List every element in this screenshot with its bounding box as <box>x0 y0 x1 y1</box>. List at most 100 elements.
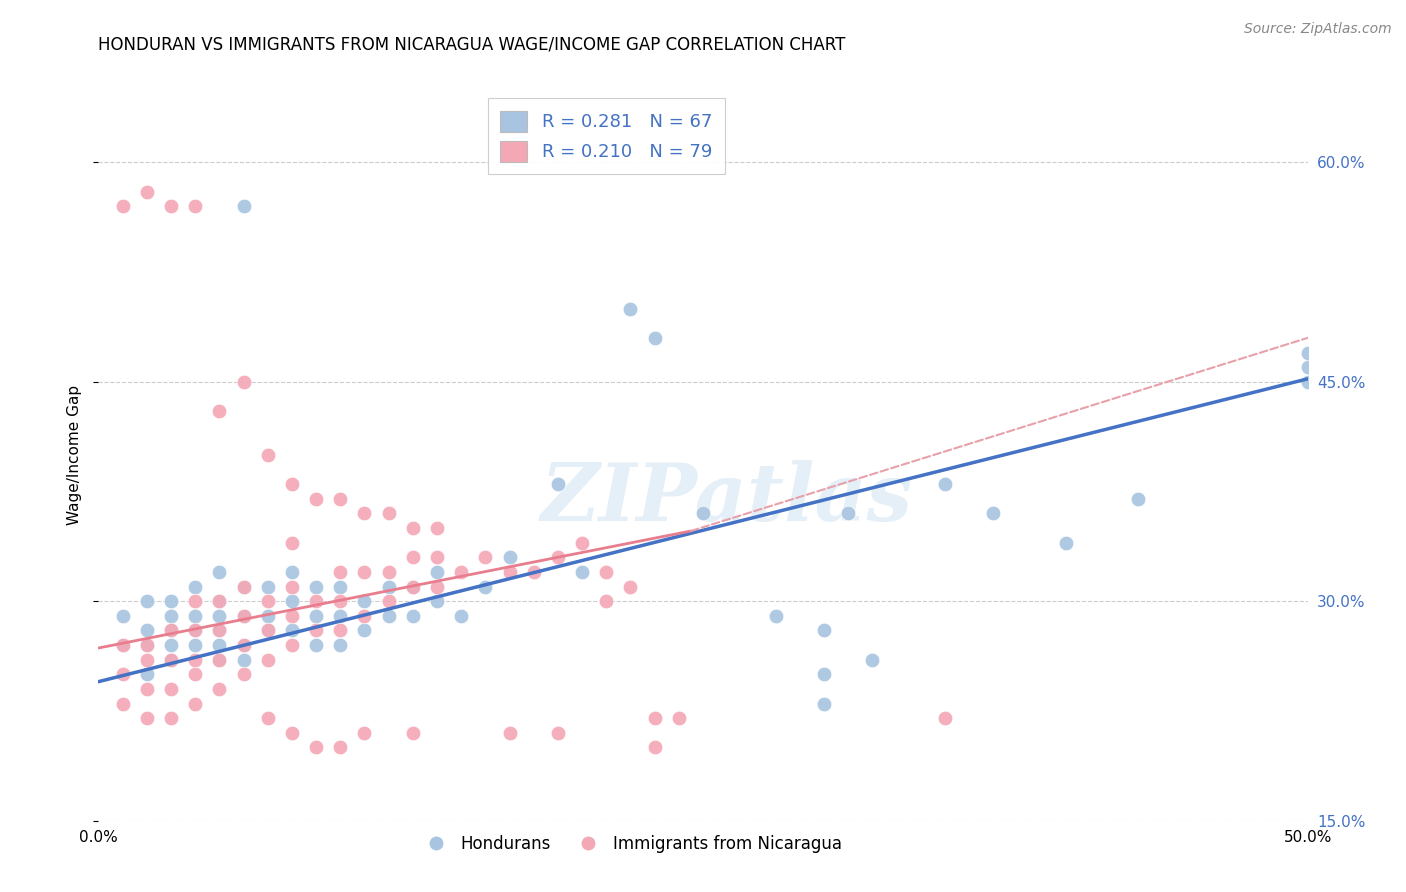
Point <box>111 638 134 652</box>
Point <box>934 711 956 725</box>
Point <box>111 697 134 711</box>
Point <box>184 199 207 213</box>
Point <box>377 608 399 623</box>
Point <box>329 638 352 652</box>
Point <box>305 594 328 608</box>
Point <box>474 550 496 565</box>
Point <box>208 653 231 667</box>
Point <box>644 711 666 725</box>
Point <box>353 726 375 740</box>
Point <box>353 507 375 521</box>
Point <box>135 594 157 608</box>
Point <box>402 726 425 740</box>
Point <box>1296 345 1319 359</box>
Point <box>377 594 399 608</box>
Point <box>160 624 183 638</box>
Point <box>232 653 254 667</box>
Point <box>281 726 304 740</box>
Point <box>981 507 1004 521</box>
Point <box>498 550 520 565</box>
Point <box>160 594 183 608</box>
Point <box>813 624 835 638</box>
Point <box>813 697 835 711</box>
Point <box>256 608 278 623</box>
Point <box>135 653 157 667</box>
Point <box>1296 360 1319 375</box>
Point <box>256 580 278 594</box>
Point <box>281 580 304 594</box>
Point <box>402 521 425 535</box>
Point <box>232 580 254 594</box>
Point <box>450 608 472 623</box>
Point <box>498 726 520 740</box>
Point <box>813 667 835 681</box>
Point <box>329 565 352 579</box>
Point <box>281 565 304 579</box>
Point <box>329 594 352 608</box>
Point <box>135 667 157 681</box>
Point <box>426 550 449 565</box>
Point <box>547 726 569 740</box>
Point <box>135 185 157 199</box>
Point <box>160 711 183 725</box>
Point <box>498 565 520 579</box>
Point <box>402 608 425 623</box>
Point <box>208 404 231 418</box>
Point <box>232 580 254 594</box>
Point <box>184 580 207 594</box>
Point <box>402 580 425 594</box>
Point <box>377 507 399 521</box>
Point <box>329 491 352 506</box>
Point <box>160 608 183 623</box>
Point <box>426 565 449 579</box>
Point <box>135 638 157 652</box>
Point <box>329 740 352 755</box>
Point <box>426 594 449 608</box>
Point <box>281 608 304 623</box>
Point <box>353 565 375 579</box>
Point <box>135 624 157 638</box>
Point <box>305 638 328 652</box>
Point <box>208 608 231 623</box>
Point <box>547 477 569 491</box>
Point <box>184 624 207 638</box>
Point <box>208 594 231 608</box>
Point <box>571 535 593 549</box>
Point <box>305 608 328 623</box>
Point <box>135 711 157 725</box>
Point <box>426 580 449 594</box>
Text: HONDURAN VS IMMIGRANTS FROM NICARAGUA WAGE/INCOME GAP CORRELATION CHART: HONDURAN VS IMMIGRANTS FROM NICARAGUA WA… <box>98 36 846 54</box>
Point <box>232 608 254 623</box>
Point <box>547 550 569 565</box>
Point <box>353 624 375 638</box>
Point <box>208 624 231 638</box>
Point <box>571 565 593 579</box>
Point <box>184 638 207 652</box>
Text: ZIPatlas: ZIPatlas <box>541 460 914 538</box>
Point <box>523 565 546 579</box>
Point <box>353 608 375 623</box>
Point <box>160 653 183 667</box>
Point <box>111 608 134 623</box>
Legend: Hondurans, Immigrants from Nicaragua: Hondurans, Immigrants from Nicaragua <box>412 829 848 860</box>
Point <box>111 667 134 681</box>
Point <box>135 638 157 652</box>
Point <box>232 667 254 681</box>
Text: Source: ZipAtlas.com: Source: ZipAtlas.com <box>1244 22 1392 37</box>
Point <box>184 653 207 667</box>
Point <box>160 624 183 638</box>
Point <box>184 608 207 623</box>
Point <box>160 681 183 696</box>
Point <box>160 638 183 652</box>
Point <box>256 594 278 608</box>
Point <box>281 594 304 608</box>
Point <box>208 565 231 579</box>
Point <box>184 624 207 638</box>
Point <box>426 521 449 535</box>
Point <box>1296 375 1319 389</box>
Point <box>160 653 183 667</box>
Point <box>232 638 254 652</box>
Point <box>208 594 231 608</box>
Point <box>595 594 617 608</box>
Point <box>232 199 254 213</box>
